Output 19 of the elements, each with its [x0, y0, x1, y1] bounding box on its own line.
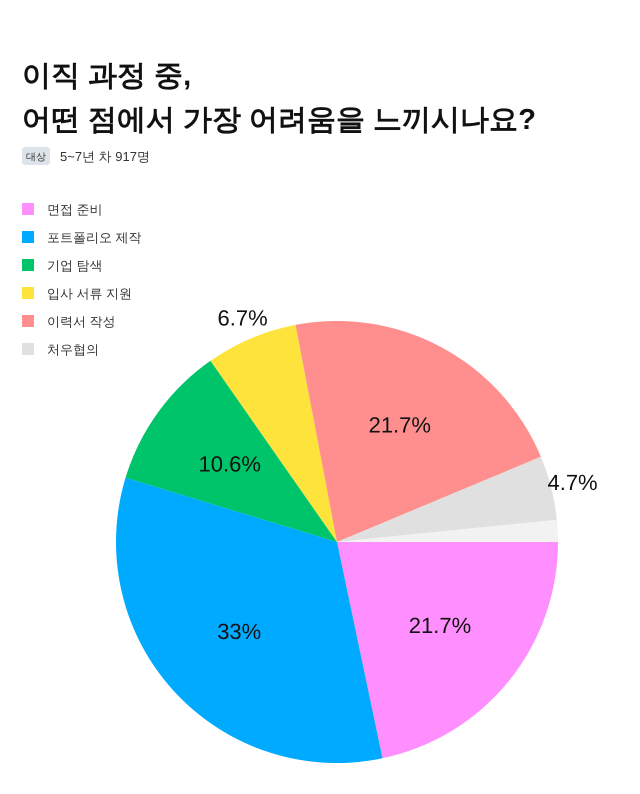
legend-label: 면접 준비 — [47, 202, 103, 217]
data-label: 21.7% — [408, 613, 472, 638]
legend-label: 기업 탐색 — [47, 258, 103, 273]
legend-label: 포트폴리오 제작 — [47, 230, 142, 245]
data-label: 33% — [217, 619, 262, 644]
tag-chip: 대상 — [22, 147, 50, 165]
pie-slice — [296, 321, 541, 542]
data-label: 21.7% — [368, 412, 431, 438]
data-label: 10.6% — [198, 452, 261, 477]
data-label: 6.7% — [218, 306, 268, 331]
legend-label: 입사 서류 지원 — [47, 286, 132, 301]
chart-subtitle: 5~7년 차 917명 — [60, 149, 150, 164]
pie-slice — [337, 542, 558, 758]
legend-label: 이력서 작성 — [47, 314, 116, 329]
pie-slice — [126, 360, 337, 542]
pie-slice — [116, 478, 382, 763]
legend-label: 처우협의 — [47, 342, 99, 357]
data-label: 4.7% — [547, 470, 598, 495]
chart-title: 이직 과정 중, 어떤 점에서 가장 어려움을 느끼시나요? — [22, 60, 536, 136]
